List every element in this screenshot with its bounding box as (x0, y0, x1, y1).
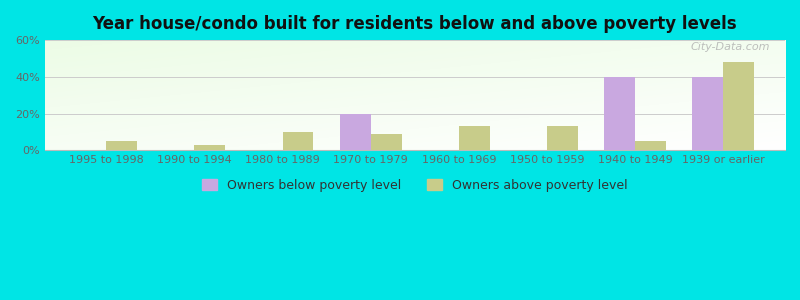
Bar (723, 62, 754, 150)
Bar (635, 141, 666, 150)
Text: City-Data.com: City-Data.com (690, 42, 770, 52)
Bar (459, 127, 490, 150)
Bar (194, 145, 226, 150)
Legend: Owners below poverty level, Owners above poverty level: Owners below poverty level, Owners above… (198, 174, 632, 197)
Bar (106, 141, 137, 150)
Bar (282, 132, 314, 150)
Bar (340, 114, 370, 150)
Bar (693, 77, 723, 150)
Bar (547, 127, 578, 150)
Bar (370, 134, 402, 150)
Title: Year house/condo built for residents below and above poverty levels: Year house/condo built for residents bel… (93, 15, 737, 33)
Bar (604, 77, 635, 150)
